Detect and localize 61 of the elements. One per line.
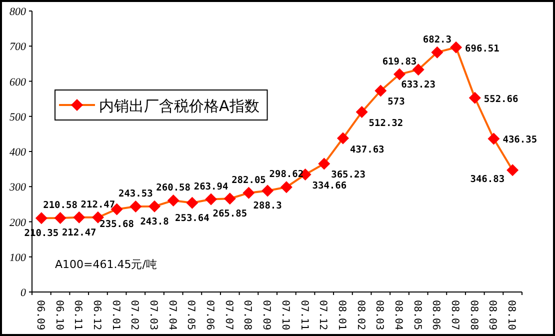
x-tick-label: 08.02 <box>354 300 366 330</box>
data-label: 235.68 <box>100 219 134 230</box>
data-label: 243.8 <box>140 216 170 228</box>
data-label: 282.05 <box>232 174 266 186</box>
x-tick-label: 08.09 <box>486 300 498 330</box>
x-tick-label: 07.12 <box>317 300 328 330</box>
data-label: 633.23 <box>401 80 436 91</box>
y-tick-label: 0 <box>20 287 26 299</box>
x-tick-label: 07.10 <box>279 300 290 330</box>
y-tick-label: 400 <box>10 146 26 158</box>
data-label: 696.51 <box>465 43 500 54</box>
y-tick-label: 100 <box>10 252 26 264</box>
y-tick-label: 200 <box>10 216 26 229</box>
data-label: 619.83 <box>382 56 417 68</box>
x-tick-label: 07.07 <box>222 300 234 330</box>
data-label: 334.66 <box>312 180 347 192</box>
data-label: 253.64 <box>175 212 210 224</box>
data-label: 260.58 <box>156 182 191 194</box>
x-tick-label: 08.06 <box>430 300 442 330</box>
x-tick-label: 07.06 <box>204 300 216 330</box>
data-label: 210.58 <box>43 200 78 212</box>
x-tick-label: 08.01 <box>336 300 347 330</box>
x-tick-label: 08.05 <box>411 300 422 330</box>
x-tick-label: 08.04 <box>392 300 404 330</box>
x-tick-label: 08.07 <box>449 300 460 330</box>
data-label: 212.47 <box>62 227 96 238</box>
x-tick-label: 07.09 <box>260 300 272 330</box>
data-label: 263.94 <box>194 181 228 192</box>
data-label: 346.83 <box>470 174 505 186</box>
x-tick-label: 07.02 <box>128 300 140 330</box>
y-tick-label: 600 <box>10 76 26 88</box>
y-tick-label: 700 <box>10 41 26 54</box>
x-tick-label: 08.08 <box>468 300 479 330</box>
data-label: 288.3 <box>253 200 282 212</box>
x-tick-label: 08.10 <box>506 300 517 330</box>
data-label: 552.66 <box>484 94 518 105</box>
x-tick-label: 06.09 <box>34 300 46 330</box>
y-tick-label: 500 <box>10 111 26 124</box>
x-tick-label: 07.05 <box>185 300 196 330</box>
x-tick-label: 06.11 <box>72 300 84 330</box>
data-label: 512.32 <box>368 118 404 130</box>
data-label: 212.47 <box>80 199 116 210</box>
data-label: 573 <box>388 96 406 108</box>
x-tick-label: 07.04 <box>166 300 178 330</box>
x-tick-label: 07.08 <box>242 300 253 330</box>
data-label: 682.3 <box>422 34 452 46</box>
x-tick-label: 08.03 <box>374 300 385 330</box>
data-label: 265.85 <box>212 208 248 220</box>
x-tick-label: 06.10 <box>53 300 64 330</box>
x-tick-label: 07.11 <box>298 300 310 330</box>
data-label: 243.53 <box>118 188 154 200</box>
legend-label: 内销出厂含税价格A指数 <box>99 97 260 115</box>
x-tick-label: 06.12 <box>90 300 102 330</box>
data-label: 436.35 <box>502 134 538 146</box>
annotation: A100=461.45元/吨 <box>55 258 157 271</box>
data-label: 437.63 <box>350 144 385 156</box>
x-tick-label: 07.01 <box>110 300 121 330</box>
x-tick-label: 07.03 <box>148 300 158 330</box>
y-tick-label: 300 <box>8 182 26 194</box>
data-label: 365.23 <box>331 170 366 181</box>
y-tick-label: 800 <box>10 6 26 18</box>
